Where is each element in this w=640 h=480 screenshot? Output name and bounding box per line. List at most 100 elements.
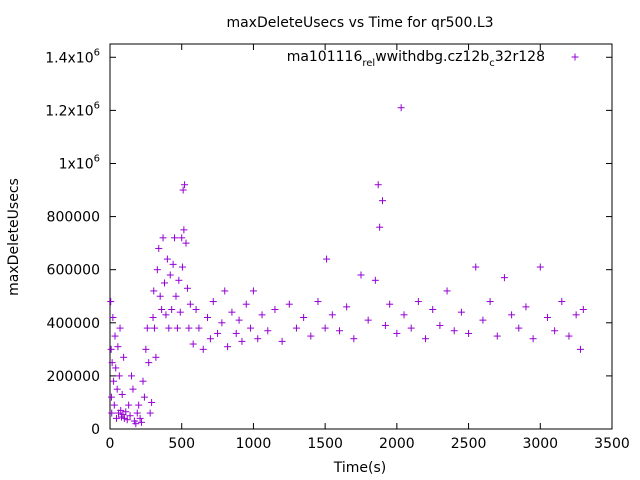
data-point-94	[285, 300, 293, 308]
data-point-76	[206, 335, 214, 343]
data-point-140	[576, 345, 584, 353]
y-tick-label-5: 1x106	[59, 153, 100, 172]
x-tick-label-3: 1500	[307, 436, 343, 452]
data-point-1	[107, 345, 115, 353]
data-point-14	[115, 372, 123, 380]
x-axis: 0 500 1000 1500 2000 2500 3000 3500	[106, 44, 630, 452]
data-point-0	[107, 298, 115, 306]
legend-marker-plus	[571, 53, 579, 61]
data-point-102	[335, 327, 343, 335]
y-tick-label-4: 800000	[47, 210, 100, 226]
data-point-129	[500, 274, 508, 282]
data-point-83	[232, 329, 240, 337]
data-point-136	[551, 327, 559, 335]
legend-part-c: withdbg.cz12b	[387, 49, 490, 65]
data-point-103	[343, 303, 351, 311]
data-point-86	[242, 300, 250, 308]
data-point-75	[204, 313, 212, 321]
plot-frame	[109, 43, 613, 430]
data-point-96	[300, 313, 308, 321]
data-point-135	[543, 313, 551, 321]
data-point-109	[376, 223, 384, 231]
data-point-130	[508, 311, 516, 319]
data-point-18	[118, 390, 126, 398]
data-point-105	[357, 271, 365, 279]
data-point-124	[465, 329, 473, 337]
data-point-25	[126, 412, 134, 420]
data-point-106	[364, 316, 372, 324]
data-point-104	[350, 335, 358, 343]
data-point-85	[238, 337, 246, 345]
data-point-68	[183, 284, 191, 292]
data-point-117	[414, 298, 422, 306]
data-point-57	[171, 234, 179, 242]
data-point-69	[185, 324, 193, 332]
data-point-72	[192, 306, 200, 314]
data-point-121	[443, 287, 451, 295]
data-point-27	[129, 385, 137, 393]
data-point-8	[111, 332, 119, 340]
legend-sub-rel: rel	[362, 58, 375, 69]
data-point-59	[173, 324, 181, 332]
data-point-92	[271, 306, 279, 314]
y-tick-label-2: 400000	[47, 316, 100, 332]
data-point-100	[323, 255, 331, 263]
data-point-32	[136, 414, 144, 422]
data-point-115	[400, 311, 408, 319]
data-point-119	[429, 306, 437, 314]
x-tick-label-0: 0	[106, 436, 115, 452]
data-point-108	[374, 181, 382, 189]
data-point-101	[328, 311, 336, 319]
data-point-34	[139, 377, 147, 385]
data-point-38	[145, 359, 153, 367]
data-point-67	[182, 239, 190, 247]
x-tick-label-5: 2500	[451, 436, 487, 452]
data-point-51	[162, 311, 170, 319]
data-point-87	[247, 324, 255, 332]
data-point-120	[436, 321, 444, 329]
data-point-122	[450, 327, 458, 335]
data-point-6	[110, 377, 118, 385]
data-point-64	[179, 186, 187, 194]
data-point-35	[140, 393, 148, 401]
data-point-66	[181, 181, 189, 189]
data-point-10	[112, 414, 120, 422]
data-point-52	[163, 255, 171, 263]
legend-sub-c: c	[489, 58, 495, 69]
data-point-111	[381, 321, 389, 329]
data-point-125	[472, 263, 480, 271]
data-point-30	[133, 409, 141, 417]
data-point-54	[166, 271, 174, 279]
data-points	[107, 104, 587, 428]
data-point-89	[254, 335, 262, 343]
y-axis-label: maxDeleteUsecs	[6, 178, 22, 296]
y-tick-label-6: 1.2x106	[45, 100, 100, 119]
data-point-118	[422, 335, 430, 343]
data-point-41	[149, 313, 157, 321]
data-point-56	[169, 260, 177, 268]
y-tick-label-3: 600000	[47, 263, 100, 279]
data-point-50	[161, 279, 169, 287]
data-point-36	[142, 345, 150, 353]
data-point-79	[218, 319, 226, 327]
data-point-98	[314, 298, 322, 306]
chart-title: maxDeleteUsecs vs Time for qr500.L3	[226, 15, 493, 31]
data-point-39	[146, 409, 154, 417]
data-point-40	[148, 398, 156, 406]
data-point-74	[199, 345, 207, 353]
data-point-78	[214, 329, 222, 337]
data-point-4	[108, 359, 116, 367]
data-point-132	[522, 303, 530, 311]
data-point-97	[307, 332, 315, 340]
data-point-5	[109, 313, 117, 321]
data-point-45	[153, 266, 161, 274]
data-point-91	[264, 327, 272, 335]
data-point-70	[186, 300, 194, 308]
data-point-49	[159, 234, 167, 242]
data-point-60	[175, 276, 183, 284]
legend-part-d: 32r128	[495, 49, 545, 65]
data-point-15	[116, 324, 124, 332]
data-point-88	[249, 287, 257, 295]
data-point-44	[152, 353, 160, 361]
